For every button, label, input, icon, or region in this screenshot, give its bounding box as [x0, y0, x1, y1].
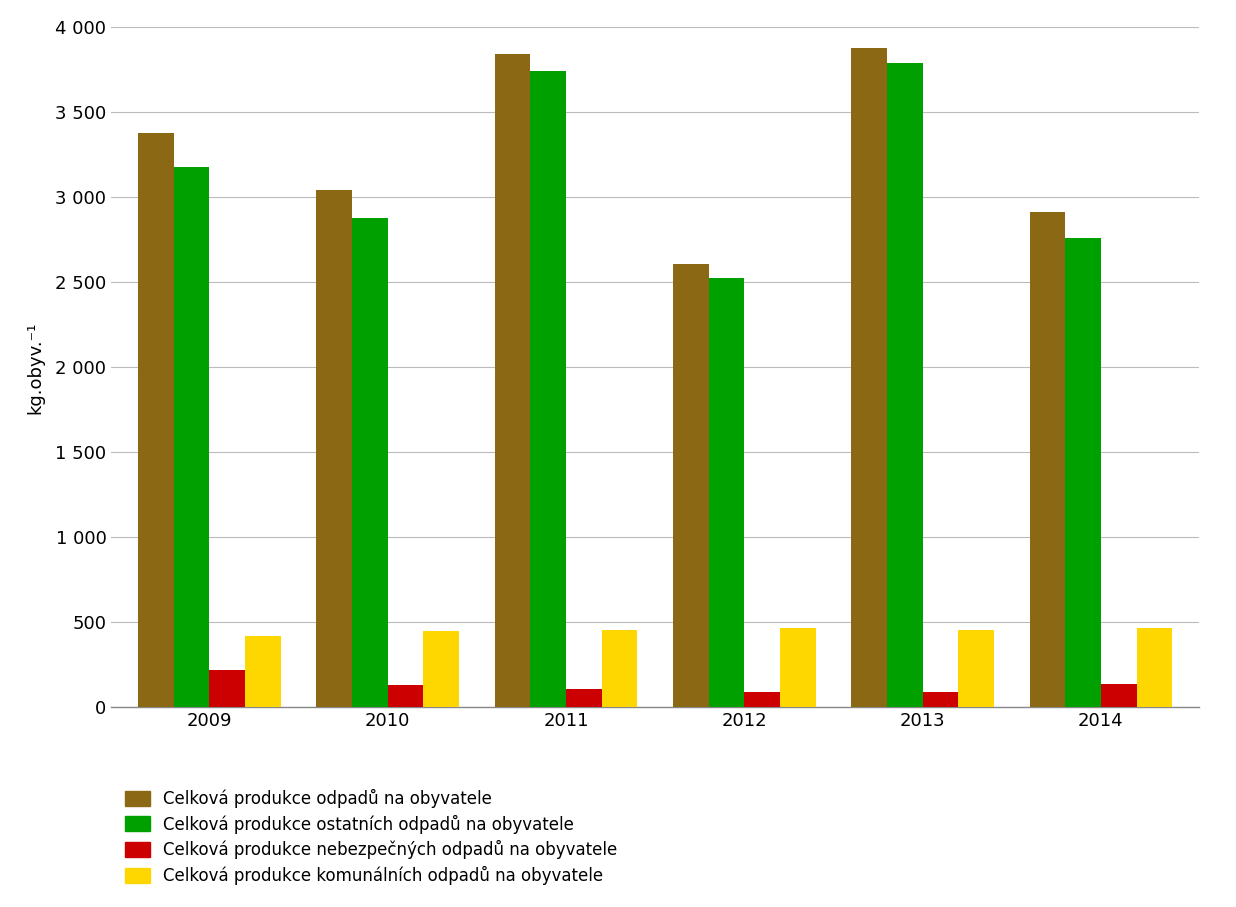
- Bar: [494, 54, 530, 707]
- Bar: [672, 264, 708, 707]
- Bar: [1137, 628, 1172, 707]
- Bar: [852, 48, 887, 707]
- Bar: [1065, 239, 1101, 707]
- Bar: [602, 630, 638, 707]
- Bar: [780, 629, 816, 707]
- Bar: [138, 132, 173, 707]
- Bar: [566, 688, 602, 707]
- Bar: [352, 218, 388, 707]
- Legend: Celková produkce odpadů na obyvatele, Celková produkce ostatních odpadů na obyva: Celková produkce odpadů na obyvatele, Ce…: [120, 784, 622, 890]
- Bar: [388, 685, 423, 707]
- Bar: [744, 692, 780, 707]
- Bar: [708, 278, 744, 707]
- Bar: [316, 190, 352, 707]
- Bar: [1101, 684, 1137, 707]
- Bar: [922, 692, 958, 707]
- Bar: [1030, 211, 1065, 707]
- Bar: [887, 63, 922, 707]
- Bar: [209, 670, 245, 707]
- Y-axis label: kg.obyv.⁻¹: kg.obyv.⁻¹: [26, 321, 44, 414]
- Bar: [173, 167, 209, 707]
- Bar: [530, 72, 566, 707]
- Bar: [423, 631, 459, 707]
- Bar: [245, 636, 281, 707]
- Bar: [958, 630, 994, 707]
